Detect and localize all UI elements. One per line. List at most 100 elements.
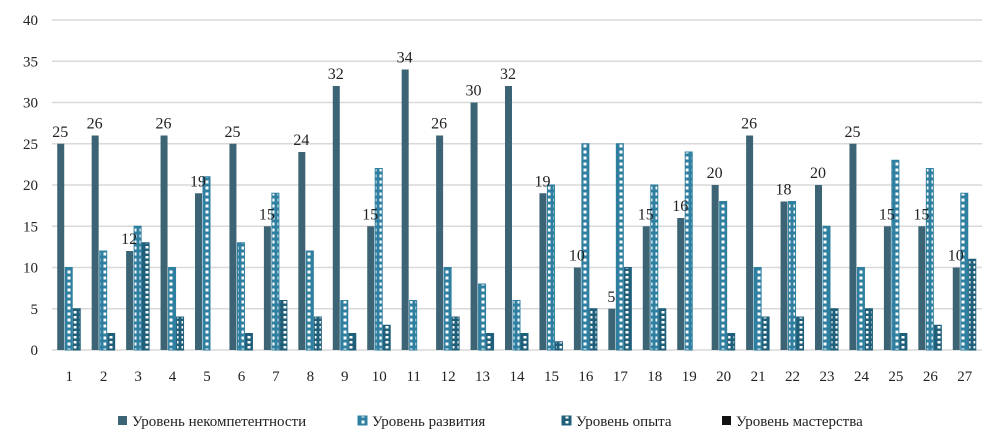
bar: [126, 251, 134, 350]
bar: [64, 267, 73, 351]
bar: [711, 185, 719, 350]
x-tick-label: 23: [820, 369, 835, 385]
legend-swatch: [561, 415, 572, 426]
x-tick-label: 15: [544, 369, 559, 385]
bar: [608, 308, 616, 350]
bar: [305, 250, 314, 351]
y-tick-label: 40: [23, 13, 38, 29]
y-tick-label: 25: [23, 137, 38, 153]
bar: [271, 192, 280, 351]
x-tick-label: 6: [238, 369, 246, 385]
x-tick-label: 8: [307, 369, 315, 385]
bar: [623, 267, 632, 351]
bar: [298, 152, 306, 350]
x-tick-label: 1: [65, 369, 73, 385]
legend-label: Уровень мастерства: [736, 414, 863, 430]
bar: [746, 135, 754, 350]
bar: [642, 226, 650, 350]
x-tick-label: 22: [785, 369, 800, 385]
bar: [573, 267, 581, 350]
data-label: 26: [87, 116, 103, 133]
bar: [195, 193, 202, 350]
bar: [727, 333, 736, 351]
bar: [57, 143, 65, 350]
bar: [141, 242, 150, 351]
data-label: 19: [534, 173, 550, 190]
bar: [374, 168, 383, 351]
bar: [244, 333, 253, 351]
x-tick-label: 7: [272, 369, 280, 385]
bar: [348, 333, 357, 351]
data-label: 10: [569, 248, 585, 265]
x-tick-label: 12: [441, 369, 456, 385]
x-tick-label: 26: [923, 369, 939, 385]
x-tick-label: 25: [888, 369, 903, 385]
y-tick-label: 15: [23, 219, 38, 235]
bar: [107, 333, 116, 351]
bar: [99, 250, 108, 351]
bar: [512, 300, 521, 351]
data-label: 15: [259, 206, 275, 223]
data-label: 15: [913, 206, 929, 223]
data-label: 26: [741, 116, 757, 133]
bar: [658, 308, 667, 351]
bar: [780, 201, 788, 350]
data-label: 26: [156, 116, 172, 133]
data-label: 18: [776, 182, 792, 199]
bar: [856, 267, 865, 351]
bar: [761, 316, 770, 351]
bar: [436, 135, 444, 350]
bar: [263, 226, 271, 350]
legend-item: Уровень мастерства: [722, 414, 863, 430]
bar: [684, 151, 693, 351]
bar: [236, 242, 245, 351]
x-tick-label: 16: [578, 369, 594, 385]
bar: [822, 225, 831, 351]
data-label: 19: [190, 173, 206, 190]
data-label: 5: [607, 289, 615, 306]
data-label: 10: [948, 248, 964, 265]
bar: [796, 316, 805, 351]
bar: [279, 300, 288, 351]
x-tick-label: 27: [957, 369, 973, 385]
data-label: 25: [224, 124, 240, 141]
legend-item: Уровень некомпетентности: [118, 414, 306, 430]
bar: [864, 308, 873, 351]
x-tick-label: 10: [372, 369, 387, 385]
bar: [830, 308, 839, 351]
data-label: 32: [328, 66, 344, 83]
bar: [505, 86, 512, 350]
y-tick-label: 35: [23, 54, 38, 70]
bar: [968, 258, 977, 351]
bar: [470, 102, 478, 350]
bar: [443, 267, 452, 351]
y-tick-label: 0: [31, 343, 39, 359]
x-tick-label: 11: [406, 369, 420, 385]
legend-swatch: [357, 415, 368, 426]
y-tick-label: 10: [23, 261, 38, 277]
bar: [451, 316, 460, 351]
bar: [899, 333, 908, 351]
bar: [677, 218, 685, 350]
bar: [72, 308, 81, 351]
y-tick-label: 5: [31, 302, 39, 318]
bar: [160, 135, 168, 350]
bar: [589, 308, 598, 351]
bar: [581, 143, 590, 351]
x-tick-label: 19: [682, 369, 697, 385]
bar: [176, 316, 185, 351]
data-label: 20: [707, 165, 723, 182]
bar: [340, 300, 349, 351]
bar: [960, 192, 969, 351]
x-tick-label: 14: [510, 369, 526, 385]
bar: [539, 193, 547, 350]
data-label: 32: [500, 66, 516, 83]
y-tick-label: 30: [23, 96, 38, 112]
x-tick-label: 18: [647, 369, 662, 385]
data-label: 15: [362, 206, 378, 223]
bar: [918, 226, 926, 350]
bar: [546, 184, 555, 351]
bar: [168, 267, 177, 351]
data-label: 30: [466, 83, 482, 100]
bar: [849, 143, 857, 350]
